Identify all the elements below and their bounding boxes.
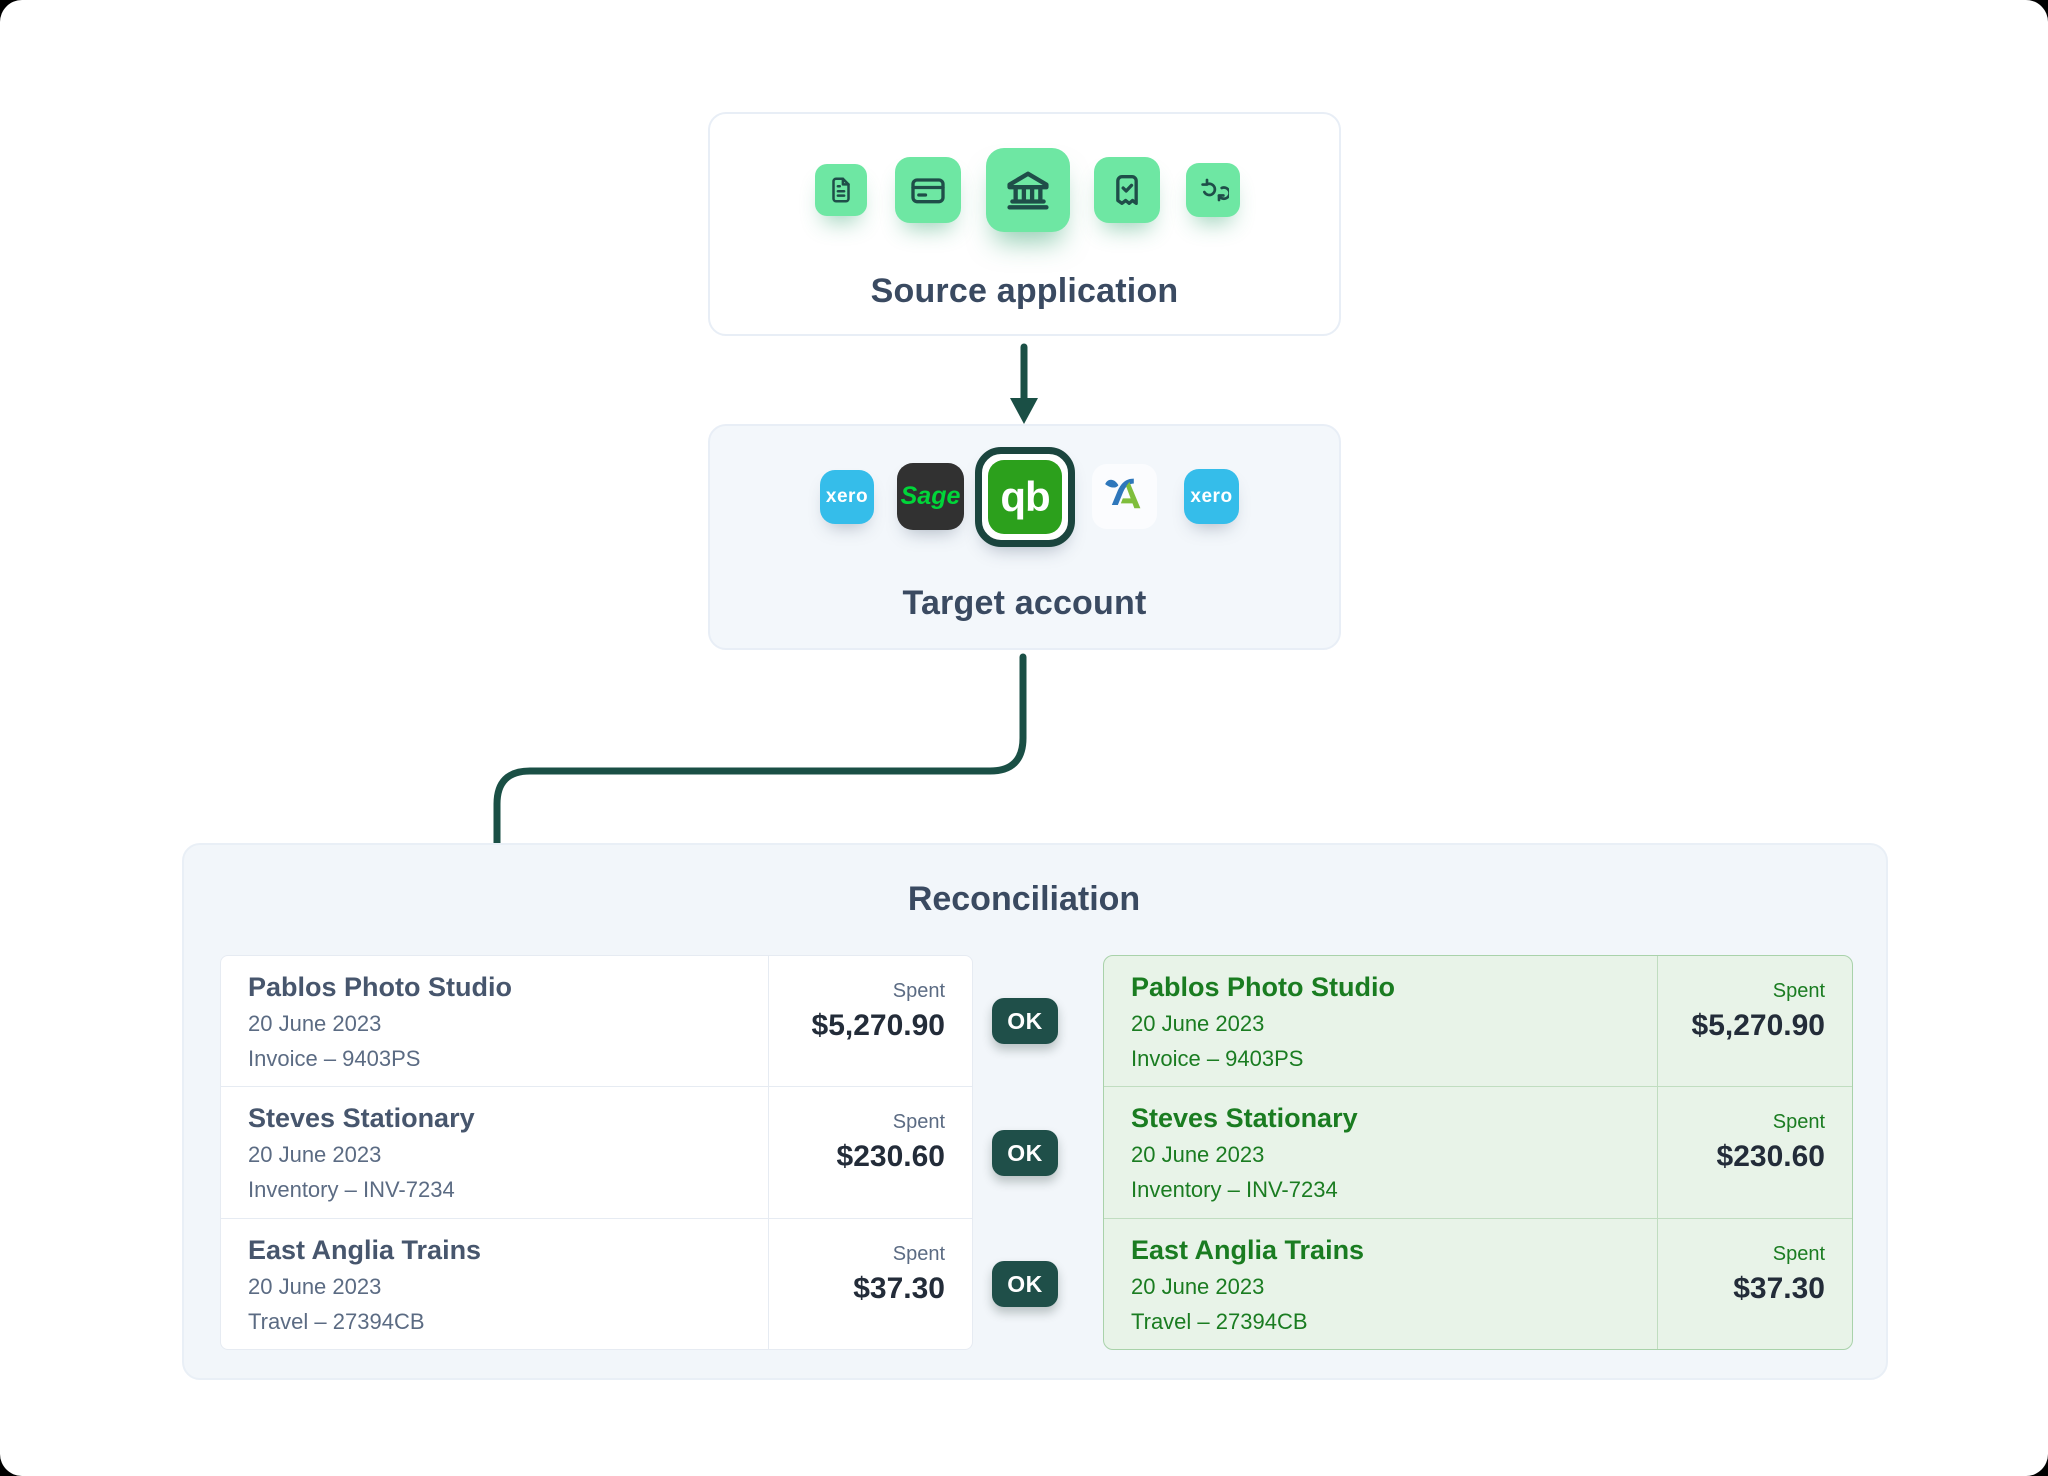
spent-amount: $5,270.90 bbox=[811, 1009, 945, 1042]
merchant-name: Steves Stationary bbox=[1131, 1103, 1358, 1134]
spent-label: Spent bbox=[892, 1111, 945, 1134]
source-transactions-table: Pablos Photo Studio 20 June 2023 Invoice… bbox=[220, 955, 973, 1350]
table-row: Steves Stationary 20 June 2023 Inventory… bbox=[221, 1086, 972, 1218]
spent-amount: $37.30 bbox=[853, 1271, 945, 1305]
app-freeagent[interactable] bbox=[1092, 464, 1157, 529]
source-type-document[interactable] bbox=[815, 164, 867, 216]
sage-logo: Sage bbox=[900, 482, 961, 510]
source-card-title: Source application bbox=[870, 272, 1179, 310]
transaction-date: 20 June 2023 bbox=[1131, 1142, 1265, 1168]
table-row: East Anglia Trains 20 June 2023 Travel –… bbox=[1104, 1217, 1852, 1349]
transaction-reference: Travel – 27394CB bbox=[248, 1308, 425, 1334]
reconciliation-title: Reconciliation bbox=[907, 880, 1141, 918]
merchant-name: East Anglia Trains bbox=[248, 1234, 482, 1265]
transaction-date: 20 June 2023 bbox=[1131, 1011, 1265, 1036]
xero-logo: xero bbox=[1190, 485, 1233, 507]
table-row: East Anglia Trains 20 June 2023 Travel –… bbox=[221, 1217, 972, 1349]
table-row: Steves Stationary 20 June 2023 Inventory… bbox=[1104, 1086, 1852, 1218]
quickbooks-logo: qb bbox=[988, 460, 1062, 534]
arrowhead-down-icon bbox=[1010, 398, 1038, 424]
target-account-card: xero Sage qb xero Target account bbox=[708, 424, 1341, 650]
ok-button-row-2[interactable]: OK bbox=[992, 1130, 1058, 1176]
receipt-check-icon bbox=[1107, 170, 1147, 210]
transaction-date: 20 June 2023 bbox=[1131, 1273, 1265, 1299]
target-card-title: Target account bbox=[902, 584, 1147, 622]
transaction-date: 20 June 2023 bbox=[248, 1011, 382, 1036]
freeagent-logo bbox=[1103, 472, 1147, 521]
source-type-bank[interactable] bbox=[986, 148, 1070, 232]
app-sage[interactable]: Sage bbox=[897, 463, 964, 530]
transaction-date: 20 June 2023 bbox=[248, 1142, 382, 1168]
document-icon bbox=[826, 175, 856, 205]
app-xero-right[interactable]: xero bbox=[1184, 469, 1239, 524]
source-type-card[interactable] bbox=[895, 157, 961, 223]
spent-label: Spent bbox=[892, 1242, 945, 1265]
table-row: Pablos Photo Studio 20 June 2023 Invoice… bbox=[221, 956, 972, 1087]
transaction-reference: Invoice – 9403PS bbox=[1131, 1046, 1304, 1071]
app-quickbooks-selected[interactable]: qb bbox=[975, 447, 1075, 547]
transaction-reference: Inventory – INV-7234 bbox=[1131, 1177, 1338, 1203]
merchant-name: East Anglia Trains bbox=[1131, 1234, 1365, 1265]
spent-label: Spent bbox=[1772, 1111, 1825, 1134]
merchant-name: Pablos Photo Studio bbox=[1131, 972, 1395, 1002]
table-row: Pablos Photo Studio 20 June 2023 Invoice… bbox=[1104, 956, 1852, 1087]
source-type-receipt[interactable] bbox=[1094, 157, 1160, 223]
spent-label: Spent bbox=[1772, 980, 1825, 1002]
spent-label: Spent bbox=[1772, 1242, 1825, 1265]
spent-amount: $5,270.90 bbox=[1691, 1009, 1825, 1042]
credit-card-icon bbox=[908, 170, 948, 210]
bank-icon bbox=[1002, 164, 1054, 216]
transaction-reference: Invoice – 9403PS bbox=[248, 1046, 421, 1071]
matched-transactions-table: Pablos Photo Studio 20 June 2023 Invoice… bbox=[1103, 955, 1853, 1350]
merchant-name: Pablos Photo Studio bbox=[248, 972, 512, 1002]
app-xero-left[interactable]: xero bbox=[820, 470, 874, 524]
source-type-sync[interactable] bbox=[1186, 163, 1240, 217]
merchant-name: Steves Stationary bbox=[248, 1103, 475, 1134]
spent-amount: $37.30 bbox=[1733, 1271, 1825, 1305]
ok-button-row-3[interactable]: OK bbox=[992, 1261, 1058, 1307]
spent-amount: $230.60 bbox=[1716, 1140, 1825, 1174]
source-application-card: Source application bbox=[708, 112, 1341, 336]
spent-label: Spent bbox=[892, 980, 945, 1002]
sync-icon bbox=[1197, 174, 1229, 206]
ok-button-row-1[interactable]: OK bbox=[992, 998, 1058, 1044]
transaction-reference: Travel – 27394CB bbox=[1131, 1308, 1308, 1334]
spent-amount: $230.60 bbox=[836, 1140, 945, 1174]
transaction-date: 20 June 2023 bbox=[248, 1273, 382, 1299]
transaction-reference: Inventory – INV-7234 bbox=[248, 1177, 455, 1203]
xero-logo: xero bbox=[825, 486, 869, 507]
